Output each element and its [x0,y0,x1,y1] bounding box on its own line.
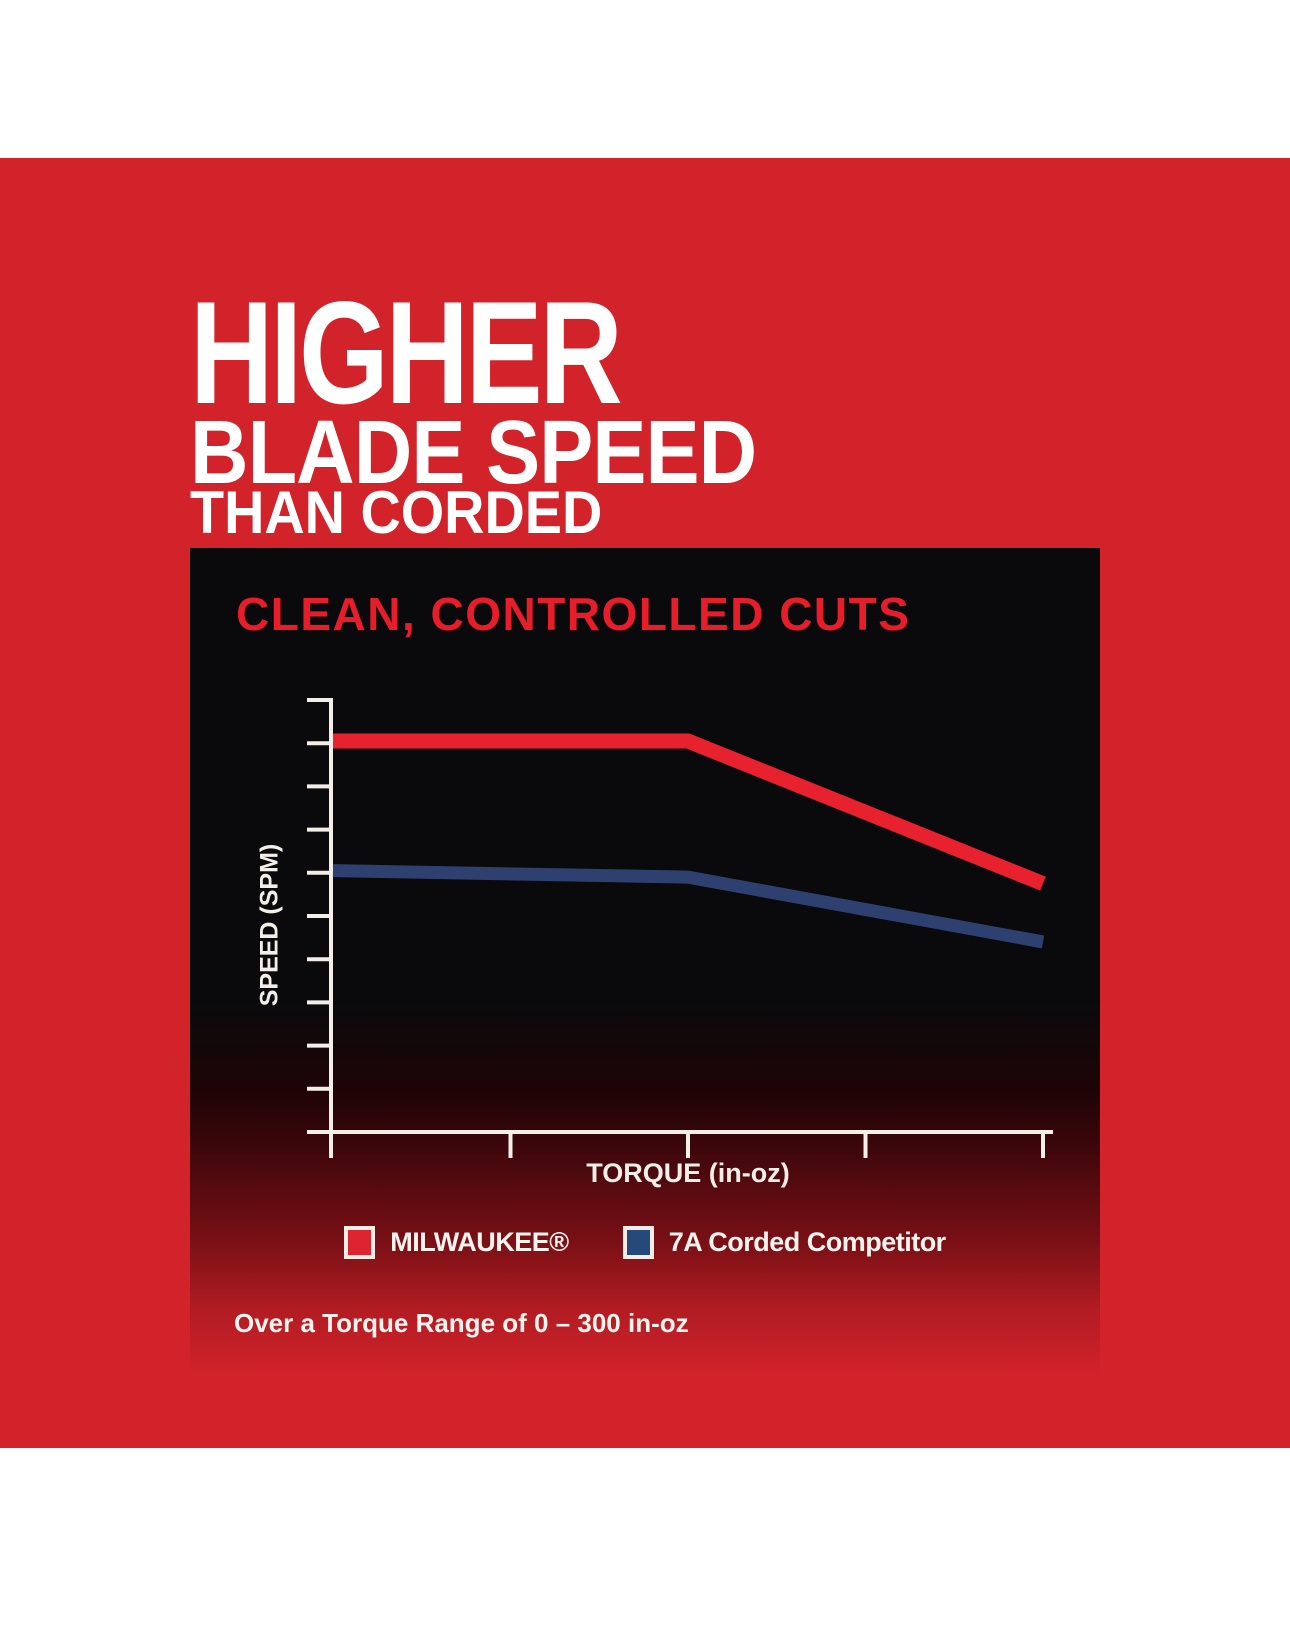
bottom-white-band [0,1448,1290,1641]
milwaukee-swatch-icon [344,1226,376,1259]
competitor-swatch-icon [622,1226,654,1259]
legend-item-competitor: 7A Corded Competitor [622,1226,947,1259]
legend-label-competitor: 7A Corded Competitor [668,1227,947,1257]
y-axis-label: SPEED (SPM) [255,843,284,1007]
chart-legend: MILWAUKEE® 7A Corded Competitor [190,1226,1100,1259]
headline-line2: BLADE SPEED [190,403,757,503]
chart-title: CLEAN, CONTROLLED CUTS [236,588,911,640]
headline-line1: HIGHER [190,271,623,434]
top-white-band [0,0,1290,158]
headline-line3: THAN CORDED [190,479,603,546]
torque-range-footnote: Over a Torque Range of 0 – 300 in-oz [234,1308,689,1338]
x-axis-label: TORQUE (in-oz) [586,1158,790,1188]
legend-item-milwaukee: MILWAUKEE® [344,1226,569,1259]
legend-label-milwaukee: MILWAUKEE® [390,1227,569,1257]
